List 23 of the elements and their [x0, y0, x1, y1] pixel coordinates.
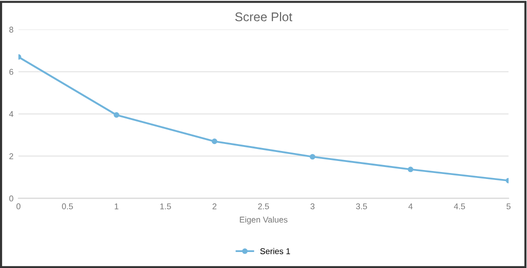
x-tick-label: 3.5	[356, 203, 367, 210]
x-tick-label: 4.5	[454, 203, 465, 210]
x-axis-title: Eigen Values	[240, 216, 288, 224]
x-tick-label: 2	[212, 203, 216, 210]
point	[408, 166, 414, 172]
legend-label: Series 1	[260, 248, 290, 254]
x-tick-label: 0.5	[62, 203, 73, 210]
x-tick-label: 5	[506, 203, 511, 210]
point	[114, 112, 120, 118]
x-tick-label: 1	[114, 203, 118, 210]
y-tick-label: 8	[9, 26, 14, 33]
x-tick-label: 2.5	[258, 203, 269, 210]
y-tick-label: 0	[9, 196, 14, 202]
point	[310, 154, 316, 160]
y-tick-label: 6	[9, 68, 14, 75]
x-tick-label: 0	[16, 203, 20, 210]
x-tick-label: 4	[408, 203, 413, 210]
point	[212, 138, 218, 144]
y-tick-label: 2	[9, 153, 14, 160]
chart-title: Scree Plot	[235, 12, 292, 22]
x-tick-label: 3	[310, 203, 314, 210]
y-tick-label: 4	[9, 111, 14, 117]
x-tick-label: 1.5	[160, 203, 171, 210]
